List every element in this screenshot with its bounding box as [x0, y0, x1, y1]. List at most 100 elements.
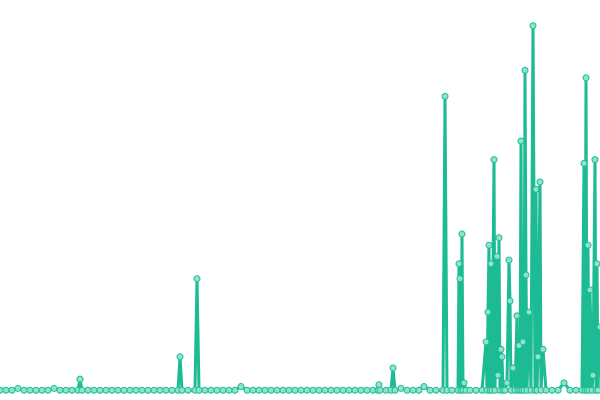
point	[426, 386, 434, 394]
point	[484, 308, 492, 316]
point	[2, 386, 10, 394]
point	[62, 386, 70, 394]
point	[375, 381, 383, 389]
point	[195, 386, 203, 394]
point	[213, 386, 221, 394]
point	[525, 308, 533, 316]
point	[448, 386, 456, 394]
point	[309, 386, 317, 394]
point	[26, 386, 34, 394]
point	[415, 386, 423, 394]
point	[596, 323, 600, 331]
point	[548, 386, 556, 394]
point	[539, 345, 547, 353]
point	[243, 386, 251, 394]
point	[495, 234, 503, 242]
point	[150, 386, 158, 394]
point	[584, 241, 592, 249]
line	[0, 24, 600, 392]
point	[532, 185, 540, 193]
point	[231, 386, 239, 394]
point	[273, 386, 281, 394]
point	[207, 386, 215, 394]
point	[351, 386, 359, 394]
point	[20, 386, 28, 394]
point	[466, 386, 474, 394]
point	[509, 364, 517, 372]
point	[490, 156, 498, 164]
point	[333, 386, 341, 394]
point	[114, 386, 122, 394]
point	[162, 386, 170, 394]
point	[397, 384, 405, 392]
point	[32, 386, 40, 394]
point	[14, 384, 22, 392]
point	[403, 386, 411, 394]
point	[249, 386, 257, 394]
point	[363, 386, 371, 394]
point	[261, 386, 269, 394]
point	[345, 386, 353, 394]
point	[589, 371, 597, 379]
point	[498, 353, 506, 361]
point	[513, 312, 521, 320]
point	[456, 275, 464, 283]
point	[156, 386, 164, 394]
point	[144, 386, 152, 394]
point	[38, 386, 46, 394]
point	[184, 386, 192, 394]
point	[76, 375, 84, 383]
point	[389, 364, 397, 372]
point	[96, 386, 104, 394]
point	[505, 256, 513, 264]
point	[297, 386, 305, 394]
point	[494, 371, 502, 379]
point	[472, 386, 480, 394]
point	[482, 338, 490, 346]
point	[506, 297, 514, 305]
point	[458, 230, 466, 238]
point	[102, 386, 110, 394]
point	[560, 379, 568, 387]
point	[572, 386, 580, 394]
point	[591, 156, 599, 164]
point	[432, 386, 440, 394]
point	[455, 260, 463, 268]
point	[460, 379, 468, 387]
point	[138, 386, 146, 394]
point	[219, 386, 227, 394]
point	[126, 386, 134, 394]
point	[503, 379, 511, 387]
point	[534, 353, 542, 361]
point	[84, 386, 92, 394]
point	[8, 386, 16, 394]
point	[580, 159, 588, 167]
point	[321, 386, 329, 394]
point	[522, 271, 530, 279]
point	[267, 386, 275, 394]
point	[536, 178, 544, 186]
point	[554, 386, 562, 394]
point	[566, 386, 574, 394]
point	[327, 386, 335, 394]
point	[132, 386, 140, 394]
point	[357, 386, 365, 394]
point	[409, 386, 417, 394]
point	[586, 286, 594, 294]
point	[168, 386, 176, 394]
point	[497, 345, 505, 353]
point	[225, 386, 233, 394]
point	[593, 260, 600, 268]
point	[255, 386, 263, 394]
point	[120, 386, 128, 394]
point	[582, 74, 590, 82]
point	[542, 386, 550, 394]
point	[193, 275, 201, 283]
point	[279, 386, 287, 394]
point	[285, 386, 293, 394]
point	[50, 384, 58, 392]
point	[493, 252, 501, 260]
point	[441, 92, 449, 100]
point	[529, 22, 537, 30]
